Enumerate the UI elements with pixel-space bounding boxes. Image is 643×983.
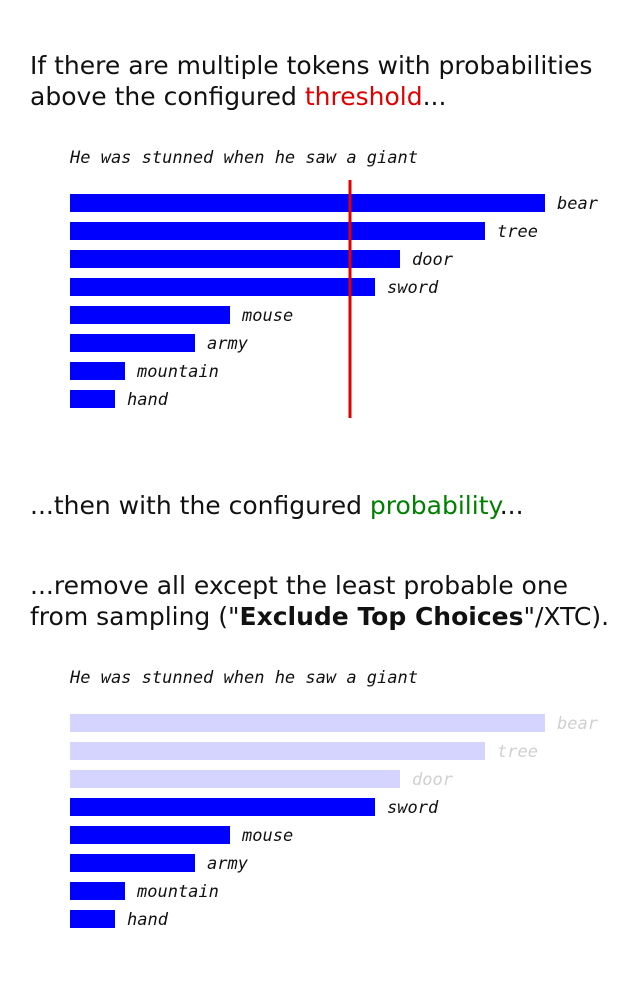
intro-line-2-start: above the configured: [30, 82, 305, 111]
chart-1-prompt: He was stunned when he saw a giant: [70, 148, 418, 168]
outro-line-2-start: from sampling (": [30, 602, 240, 631]
bar-label-mountain: mountain: [136, 882, 219, 902]
middle-text: ...then with the configured probability.…: [30, 490, 630, 521]
chart-2-xtc-bars: bear tree door sword mouse army mountain hand: [70, 714, 599, 930]
bar-label-mountain: mountain: [136, 362, 219, 382]
bar-label-army: army: [207, 854, 249, 874]
bar-mountain: [70, 882, 125, 900]
middle-start: ...then with the configured: [30, 491, 370, 520]
threshold-word: threshold: [304, 82, 423, 111]
bar-sword: [70, 278, 375, 296]
intro-line-2-end: ...: [422, 82, 447, 111]
bar-door: [70, 770, 400, 788]
bar-label-army: army: [207, 334, 249, 354]
outro-text: ...remove all except the least probable …: [30, 570, 630, 632]
bar-label-sword: sword: [387, 798, 439, 818]
xtc-name: Exclude Top Choices: [239, 602, 524, 631]
chart-1-threshold-bars: bear tree door sword mouse army mountain hand: [70, 180, 599, 418]
outro-line-1: ...remove all except the least probable …: [30, 571, 569, 600]
bar-mouse: [70, 826, 230, 844]
bar-label-sword: sword: [387, 278, 439, 298]
bar-label-tree: tree: [497, 222, 538, 242]
probability-word: probability: [369, 491, 500, 520]
bar-army: [70, 854, 195, 872]
bar-label-tree: tree: [497, 742, 538, 762]
bar-label-mouse: mouse: [241, 306, 293, 326]
bar-label-mouse: mouse: [241, 826, 293, 846]
bar-tree: [70, 222, 485, 240]
bar-label-hand: hand: [127, 910, 169, 930]
bar-hand: [70, 390, 115, 408]
bar-mouse: [70, 306, 230, 324]
bar-label-door: door: [412, 250, 454, 270]
bar-hand: [70, 910, 115, 928]
chart-2-prompt: He was stunned when he saw a giant: [70, 668, 418, 688]
outro-line-2-end: "/XTC).: [523, 602, 610, 631]
bar-sword: [70, 798, 375, 816]
bar-label-door: door: [412, 770, 454, 790]
intro-line-1: If there are multiple tokens with probab…: [30, 51, 593, 80]
bar-door: [70, 250, 400, 268]
bar-army: [70, 334, 195, 352]
bar-bear: [70, 714, 545, 732]
bar-label-hand: hand: [127, 390, 169, 410]
intro-text: If there are multiple tokens with probab…: [30, 50, 630, 112]
bar-label-bear: bear: [557, 194, 599, 214]
bar-bear: [70, 194, 545, 212]
bar-mountain: [70, 362, 125, 380]
middle-end: ...: [499, 491, 524, 520]
bar-label-bear: bear: [557, 714, 599, 734]
bar-tree: [70, 742, 485, 760]
